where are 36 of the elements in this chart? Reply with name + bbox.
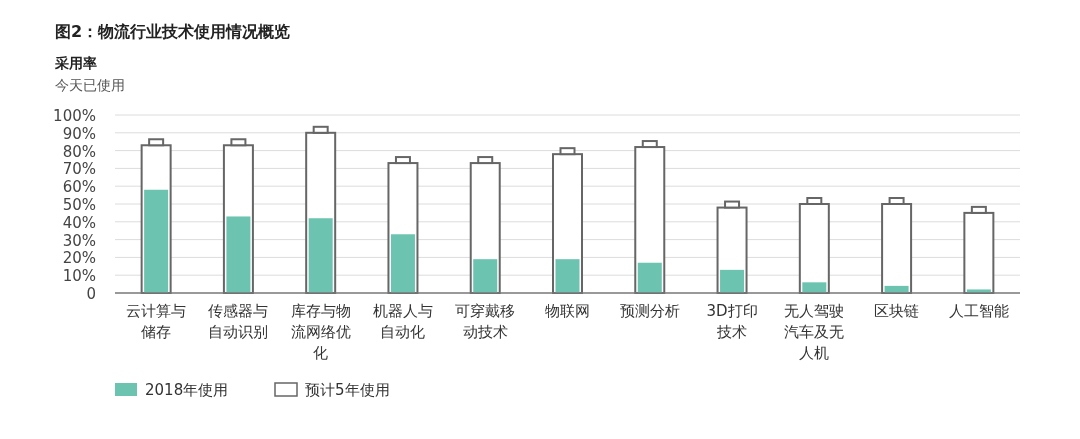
chart-title: 图2：物流行业技术使用情况概览 bbox=[55, 22, 291, 41]
bar bbox=[473, 259, 498, 293]
x-tick-label: 机器人与自动化 bbox=[372, 302, 433, 341]
x-tick-label: 物联网 bbox=[545, 302, 590, 320]
y-axis-title: 今天已使用 bbox=[55, 77, 125, 93]
legend-label: 预计5年使用 bbox=[305, 381, 390, 399]
y-tick-label: 90% bbox=[62, 124, 96, 143]
bar bbox=[637, 262, 662, 293]
bar bbox=[555, 259, 580, 293]
y-tick-label: 40% bbox=[62, 213, 96, 232]
x-tick-label: 预测分析 bbox=[619, 302, 680, 320]
y-tick-label: 60% bbox=[62, 178, 96, 197]
x-tick-label: 库存与物流网络优化 bbox=[290, 302, 351, 362]
y-tick-label: 100% bbox=[53, 107, 96, 125]
bar bbox=[308, 218, 333, 293]
bar bbox=[144, 189, 169, 293]
y-tick-label: 10% bbox=[62, 267, 96, 286]
y-tick-label: 0 bbox=[86, 285, 96, 303]
x-tick-label: 可穿戴移动技术 bbox=[455, 302, 516, 341]
x-tick-label: 人工智能 bbox=[948, 302, 1009, 320]
y-tick-label: 50% bbox=[62, 196, 96, 214]
legend-label: 2018年使用 bbox=[145, 381, 229, 399]
bar bbox=[390, 234, 415, 293]
y-tick-label: 80% bbox=[62, 142, 96, 161]
bar bbox=[720, 269, 745, 293]
y-tick-label: 30% bbox=[62, 231, 96, 250]
x-tick-label: 无人驾驶汽车及无人机 bbox=[784, 302, 845, 362]
y-tick-label: 70% bbox=[62, 160, 96, 179]
bar bbox=[226, 216, 251, 293]
chart-subtitle: 采用率 bbox=[54, 55, 97, 71]
x-tick-label: 3D打印技术 bbox=[706, 302, 758, 341]
x-tick-label: 区块链 bbox=[874, 302, 920, 320]
bar bbox=[802, 282, 827, 293]
x-tick-label: 传感器与自动识别 bbox=[208, 302, 269, 341]
y-tick-label: 20% bbox=[62, 249, 96, 268]
x-tick-label: 云计算与储存 bbox=[126, 302, 187, 341]
